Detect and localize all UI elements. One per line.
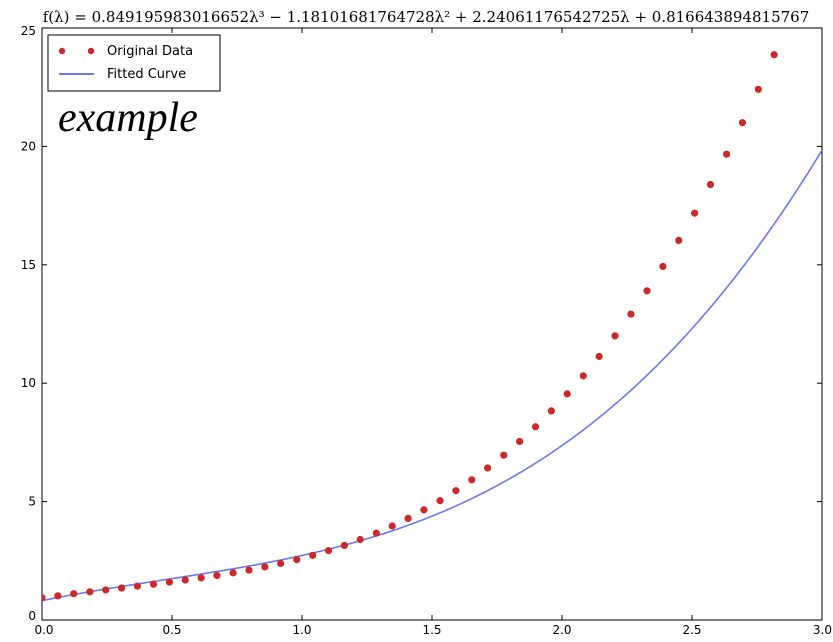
data-point <box>500 451 508 459</box>
data-point <box>547 407 555 415</box>
legend: Original Data Fitted Curve <box>47 34 221 92</box>
data-point <box>420 506 428 514</box>
legend-box <box>47 34 221 92</box>
data-points-layer <box>42 51 778 602</box>
data-point <box>70 590 78 598</box>
data-point <box>468 476 476 484</box>
data-point <box>722 150 731 158</box>
data-point <box>340 541 348 550</box>
legend-marker-original-data <box>87 47 95 55</box>
data-point <box>675 236 683 245</box>
x-tick-label: 0.0 <box>34 623 53 637</box>
data-point <box>404 514 412 523</box>
fitted-curve-line <box>42 149 822 602</box>
legend-marker-original-data <box>58 47 66 55</box>
data-point <box>627 310 635 318</box>
data-point <box>452 487 460 495</box>
x-tick-label: 3.0 <box>813 623 832 637</box>
fitted-curve-layer <box>42 149 822 602</box>
data-point <box>531 423 540 431</box>
x-tick-label: 1.0 <box>292 623 311 637</box>
data-point <box>691 209 699 217</box>
data-point <box>611 332 619 340</box>
plot-area: 0.0 0.5 1.0 1.5 2.0 2.5 3.0 0 5 10 15 20 25 <box>21 24 832 637</box>
data-point <box>659 262 667 271</box>
y-tick-label: 10 <box>21 376 36 390</box>
y-tick-label: 25 <box>21 24 36 38</box>
data-point <box>770 51 778 59</box>
data-point <box>102 586 110 594</box>
data-point <box>579 372 587 380</box>
chart-title: f(λ) = 0.849195983016652λ³ − 1.181016817… <box>43 8 810 26</box>
data-point <box>484 464 492 472</box>
data-point <box>324 547 333 555</box>
x-tick-label: 2.0 <box>552 623 571 637</box>
data-point <box>372 529 380 537</box>
data-point <box>165 578 173 586</box>
data-point <box>309 551 317 559</box>
data-point <box>293 556 301 564</box>
x-tick-label: 1.5 <box>422 623 441 637</box>
data-point <box>213 571 221 580</box>
legend-label-fitted-curve: Fitted Curve <box>107 67 186 82</box>
data-point <box>595 352 603 361</box>
data-point <box>42 594 46 602</box>
annotation-text: example <box>58 95 198 141</box>
y-tick-label: 0 <box>28 609 36 623</box>
y-tick-label: 15 <box>21 258 36 272</box>
data-point <box>706 180 715 189</box>
data-point <box>516 437 524 446</box>
legend-label-original-data: Original Data <box>107 44 193 59</box>
data-point <box>54 592 62 600</box>
data-point <box>277 559 285 568</box>
x-tick-label: 0.5 <box>162 623 181 637</box>
data-point <box>229 569 237 577</box>
x-axis: 0.0 0.5 1.0 1.5 2.0 2.5 3.0 <box>34 28 832 637</box>
data-point <box>754 85 762 93</box>
data-point <box>563 390 571 398</box>
data-point <box>133 582 142 590</box>
y-tick-label: 20 <box>21 139 36 153</box>
data-point <box>86 588 94 596</box>
data-point <box>197 574 205 582</box>
data-point <box>388 522 396 530</box>
y-axis: 0 5 10 15 20 25 <box>21 24 822 623</box>
data-point <box>356 535 364 544</box>
y-tick-label: 5 <box>28 495 36 509</box>
data-point <box>117 584 126 592</box>
data-point <box>738 119 747 127</box>
data-point <box>149 580 158 588</box>
data-point <box>643 287 651 295</box>
x-tick-label: 2.5 <box>682 623 701 637</box>
data-point <box>436 497 444 505</box>
data-point <box>261 563 269 571</box>
data-point <box>181 576 189 584</box>
data-point <box>245 566 253 574</box>
